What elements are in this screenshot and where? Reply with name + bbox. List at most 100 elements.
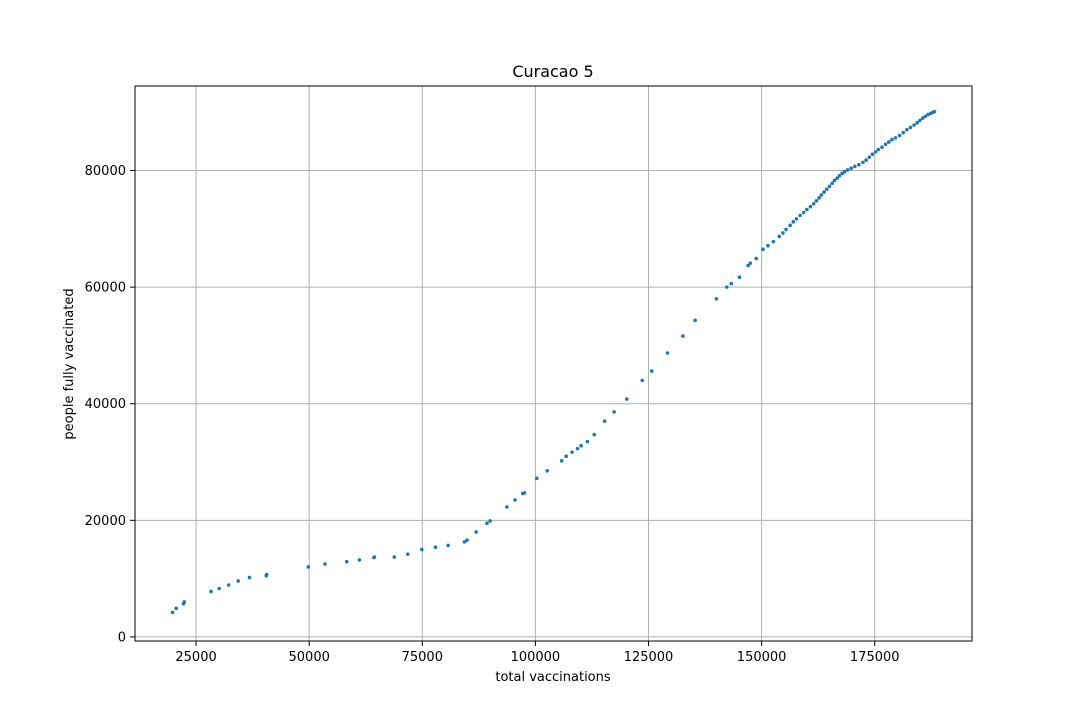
y-tick-label: 20000 [85, 514, 126, 529]
data-point [170, 610, 175, 615]
data-point [893, 136, 898, 140]
data-point [880, 145, 884, 150]
data-point [306, 565, 311, 569]
data-point [915, 120, 920, 125]
data-point [819, 193, 824, 197]
data-point [798, 213, 802, 218]
data-point [771, 239, 776, 244]
data-point [446, 543, 450, 548]
data-point [822, 190, 826, 194]
x-tick-label: 125000 [624, 650, 674, 665]
data-point [811, 201, 816, 206]
data-point [344, 559, 349, 564]
data-point [853, 164, 857, 169]
data-point [624, 397, 629, 401]
data-point [534, 476, 539, 481]
data-point [247, 575, 252, 580]
data-point [746, 263, 750, 268]
data-point [761, 247, 765, 252]
data-point [729, 281, 734, 286]
data-point [488, 519, 492, 523]
data-point [585, 439, 590, 444]
data-point [602, 419, 607, 424]
plot-frame [134, 85, 973, 642]
data-point [724, 285, 729, 289]
data-point [564, 454, 568, 458]
data-point [857, 162, 861, 167]
data-point [808, 204, 813, 209]
data-point [886, 140, 891, 144]
data-point [579, 443, 583, 448]
y-axis-label: people fully vaccinated [62, 288, 77, 439]
data-point [835, 176, 839, 180]
data-point [918, 118, 922, 123]
x-tick-label: 25000 [175, 650, 216, 665]
data-point [791, 220, 796, 224]
data-point [505, 505, 509, 509]
data-point [612, 410, 616, 414]
data-point [766, 243, 770, 248]
data-point [867, 155, 872, 159]
x-tick-label: 50000 [289, 650, 330, 665]
data-point [693, 318, 697, 323]
data-point [665, 351, 670, 355]
data-points [170, 109, 937, 615]
data-point [794, 217, 799, 221]
grid-lines [135, 86, 972, 641]
data-point [912, 123, 916, 127]
data-point [864, 158, 868, 162]
data-point [209, 589, 213, 594]
data-point [392, 555, 397, 559]
data-point [876, 147, 881, 152]
data-point [801, 210, 806, 215]
data-point [640, 378, 644, 383]
data-point [420, 547, 424, 552]
data-point [714, 296, 719, 301]
y-tick-label: 80000 [85, 164, 126, 179]
data-point [545, 468, 549, 473]
data-point [522, 491, 527, 495]
data-point [462, 540, 467, 544]
data-point [372, 555, 377, 559]
x-axis-label: total vaccinations [495, 670, 611, 685]
data-point [575, 446, 580, 451]
data-point [649, 369, 654, 373]
x-tick-label: 150000 [737, 650, 787, 665]
data-point [861, 160, 865, 165]
x-axis-ticks: 25000 50000 75000 100000 125000 150000 175000 [175, 641, 900, 665]
data-point [592, 432, 597, 437]
data-point [406, 552, 410, 556]
x-tick-label: 75000 [402, 650, 443, 665]
data-point [827, 184, 832, 189]
data-point [754, 256, 758, 261]
data-point [236, 579, 240, 583]
x-tick-label: 100000 [511, 650, 561, 665]
data-point [226, 583, 231, 587]
data-point [264, 572, 269, 577]
data-point [737, 275, 742, 280]
data-point [777, 234, 782, 239]
y-tick-label: 40000 [85, 397, 126, 412]
data-point [890, 137, 894, 142]
data-point [788, 223, 792, 228]
data-point [873, 150, 878, 154]
data-point [681, 334, 685, 338]
data-point [908, 125, 913, 130]
data-point [217, 586, 221, 591]
data-point [897, 133, 902, 138]
data-point [784, 227, 788, 232]
data-point [781, 231, 785, 235]
data-point [805, 207, 809, 212]
data-point [465, 538, 469, 542]
data-point [817, 196, 821, 200]
data-point [174, 606, 178, 611]
data-point [814, 199, 819, 203]
data-point [883, 142, 888, 147]
x-tick-label: 175000 [850, 650, 900, 665]
y-tick-label: 60000 [85, 281, 126, 296]
data-point [182, 600, 187, 604]
data-point [932, 109, 937, 114]
y-tick-label: 0 [118, 630, 126, 645]
chart-title: Curacao 5 [512, 62, 593, 81]
